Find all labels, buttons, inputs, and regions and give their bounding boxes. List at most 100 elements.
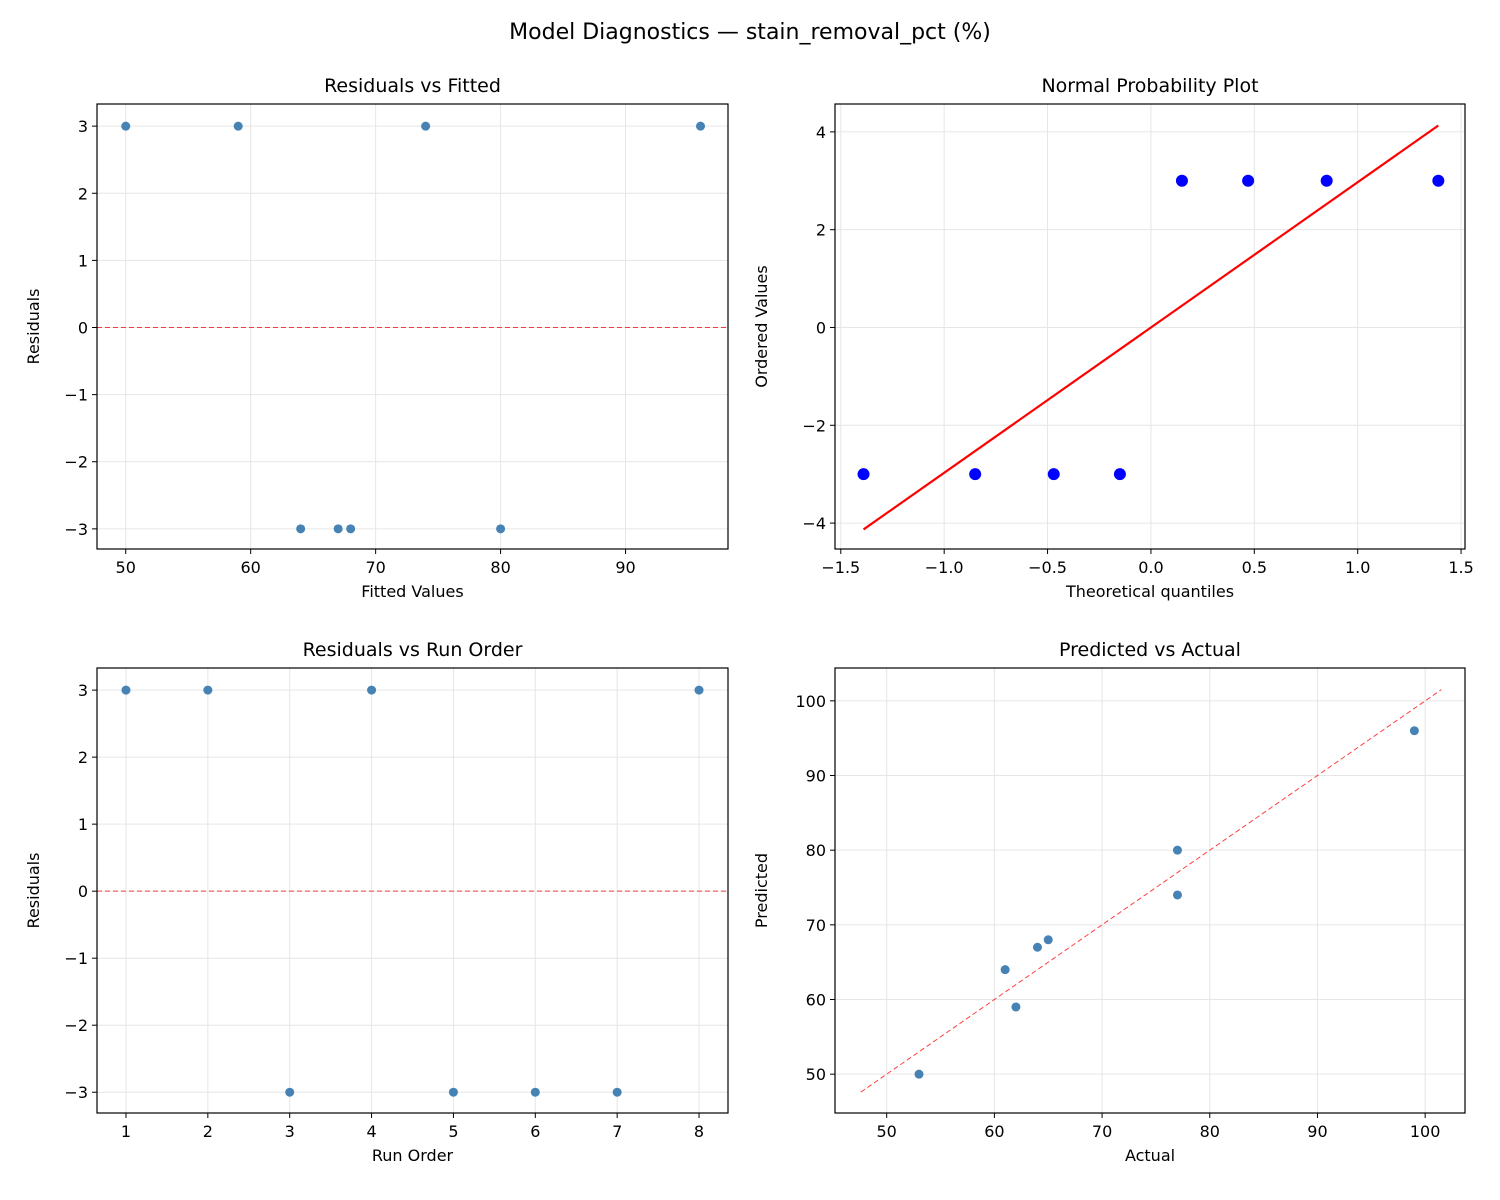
y-tick-label: −1 (64, 949, 88, 968)
y-axis-label: Predicted (752, 853, 771, 928)
axes-frame (834, 103, 1466, 550)
data-point (121, 685, 131, 695)
subplot-1: 50 60 70 80 90 −3 −2 −1 0 1 2 3 Residuals vs Fitted F… (24, 75, 729, 601)
data-point (1043, 935, 1053, 945)
subplot-3: 1 2 3 4 5 6 7 8 −3 −2 −1 0 1 2 3 Residuals vs Run Order… (24, 639, 729, 1165)
y-tick-label: 2 (816, 221, 826, 240)
y-tick-label: −2 (802, 416, 826, 435)
y-tick-label: 60 (806, 991, 826, 1010)
y-tick-label: −1 (64, 386, 88, 405)
y-tick-label: 2 (78, 748, 88, 767)
y-tick-label: 1 (78, 251, 88, 270)
x-tick-label: 90 (615, 558, 635, 577)
data-point (1047, 468, 1060, 481)
y-tick-label: 0 (78, 882, 88, 901)
data-point (296, 524, 306, 534)
x-tick-label: 80 (490, 558, 510, 577)
subplot-title: Normal Probability Plot (1041, 75, 1258, 97)
data-point (612, 1087, 622, 1097)
x-tick-label: 7 (612, 1122, 622, 1141)
x-tick-label: 0.0 (1138, 558, 1163, 577)
data-point (857, 468, 870, 481)
x-tick-label: 60 (241, 558, 261, 577)
data-point (1032, 942, 1042, 952)
data-point (1172, 845, 1182, 855)
data-point (1113, 468, 1126, 481)
x-tick-label: −1.0 (925, 558, 964, 577)
x-axis-label: Fitted Values (361, 582, 463, 601)
data-point (367, 685, 377, 695)
data-point (496, 524, 506, 534)
y-tick-label: 0 (78, 319, 88, 338)
data-point (233, 121, 243, 131)
x-tick-label: 5 (448, 1122, 458, 1141)
x-tick-label: −0.5 (1028, 558, 1067, 577)
x-tick-label: 1 (121, 1122, 131, 1141)
y-tick-label: 70 (806, 916, 826, 935)
y-axis-label: Ordered Values (752, 265, 771, 387)
y-tick-label: −2 (64, 1016, 88, 1035)
subplot-4: 50 60 70 80 90 100 50 60 70 80 90 100 Predicted vs A… (752, 639, 1466, 1165)
y-tick-label: −3 (64, 520, 88, 539)
x-tick-label: −1.5 (821, 558, 860, 577)
y-tick-label: 50 (806, 1065, 826, 1084)
data-point (914, 1069, 924, 1079)
data-point (530, 1087, 540, 1097)
x-tick-label: 100 (1410, 1122, 1441, 1141)
x-tick-label: 90 (1307, 1122, 1327, 1141)
figure-title: Model Diagnostics — stain_removal_pct (%… (509, 20, 991, 45)
data-point (969, 468, 982, 481)
subplot-title: Residuals vs Fitted (324, 75, 501, 97)
x-tick-label: 60 (984, 1122, 1004, 1141)
data-point (333, 524, 343, 534)
data-point (346, 524, 356, 534)
data-point (1320, 174, 1333, 187)
x-axis-label: Actual (1125, 1146, 1175, 1165)
x-tick-label: 70 (365, 558, 385, 577)
y-axis-label: Residuals (24, 289, 43, 365)
x-tick-label: 1.0 (1345, 558, 1370, 577)
y-axis-label: Residuals (24, 853, 43, 929)
x-tick-label: 8 (694, 1122, 704, 1141)
x-tick-label: 50 (116, 558, 136, 577)
y-tick-label: −4 (802, 514, 826, 533)
axes-frame (96, 103, 729, 550)
data-point (421, 121, 431, 131)
y-tick-label: 3 (78, 117, 88, 136)
y-tick-label: 1 (78, 815, 88, 834)
subplot-title: Residuals vs Run Order (303, 639, 523, 661)
data-point (694, 685, 704, 695)
y-tick-label: 0 (816, 318, 826, 337)
axes-frame (96, 667, 729, 1114)
data-point (203, 685, 213, 695)
data-point (1409, 726, 1419, 736)
x-tick-label: 1.5 (1448, 558, 1473, 577)
y-tick-label: 3 (78, 681, 88, 700)
data-point (1000, 965, 1010, 975)
data-point (1011, 1002, 1021, 1012)
y-tick-label: 100 (795, 692, 826, 711)
data-point (121, 121, 131, 131)
x-tick-label: 50 (877, 1122, 897, 1141)
axes-frame (834, 667, 1466, 1114)
x-tick-label: 2 (203, 1122, 213, 1141)
subplot-title: Predicted vs Actual (1059, 639, 1241, 661)
data-point (696, 121, 706, 131)
y-tick-label: −3 (64, 1083, 88, 1102)
data-point (1172, 890, 1182, 900)
data-point (448, 1087, 458, 1097)
y-tick-label: 90 (806, 767, 826, 786)
data-point (1432, 174, 1445, 187)
subplot-2: −1.5 −1.0 −0.5 0.0 0.5 1.0 1.5 −4 −2 0 2 4 Normal Pr… (752, 75, 1474, 601)
data-point (285, 1087, 295, 1097)
x-tick-label: 3 (285, 1122, 295, 1141)
x-tick-label: 0.5 (1242, 558, 1267, 577)
fit-reference-line (862, 124, 1439, 531)
x-tick-label: 70 (1092, 1122, 1112, 1141)
data-point (1175, 174, 1188, 187)
y-tick-label: 4 (816, 123, 826, 142)
x-tick-label: 6 (530, 1122, 540, 1141)
x-axis-label: Theoretical quantiles (1065, 582, 1234, 601)
y-tick-label: 2 (78, 184, 88, 203)
